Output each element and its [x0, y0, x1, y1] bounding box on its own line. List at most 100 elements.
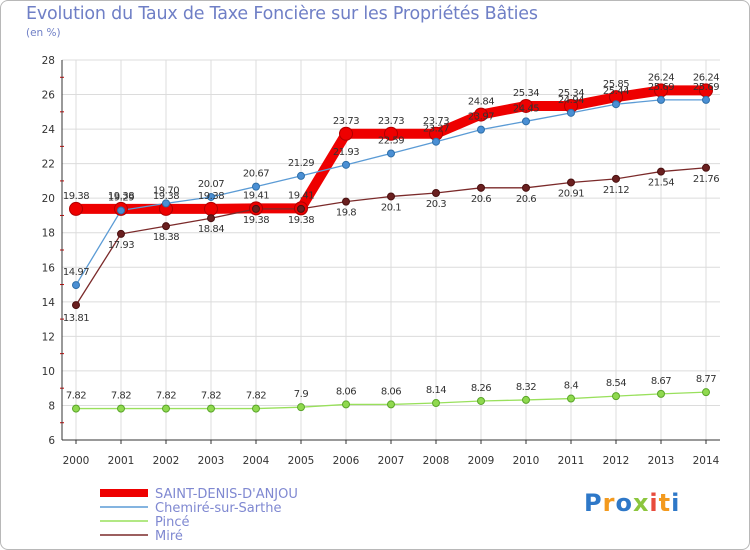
data-label: 21.93 — [333, 147, 359, 158]
x-tick-label: 2013 — [648, 455, 675, 467]
data-label: 23.27 — [423, 124, 449, 135]
y-tick-label: 24 — [42, 124, 56, 136]
data-label: 7.9 — [294, 389, 309, 400]
data-point — [657, 95, 665, 104]
y-tick-label: 28 — [42, 55, 55, 67]
y-tick-label: 10 — [42, 366, 55, 378]
data-label: 20.6 — [471, 194, 491, 205]
data-point — [387, 400, 395, 409]
x-tick-label: 2010 — [513, 455, 540, 467]
data-label: 25.34 — [558, 88, 584, 99]
x-tick-label: 2003 — [198, 455, 225, 467]
data-point — [477, 396, 485, 405]
data-point — [252, 404, 260, 413]
data-point — [387, 149, 395, 158]
y-tick-label: 14 — [42, 297, 56, 309]
data-label: 7.82 — [201, 391, 221, 402]
data-label: 8.06 — [381, 386, 401, 397]
data-point — [387, 192, 395, 201]
data-point — [204, 201, 218, 216]
data-point — [519, 98, 533, 113]
data-label: 20.1 — [381, 202, 401, 213]
y-tick-label: 20 — [42, 193, 55, 205]
data-label: 19.38 — [108, 191, 134, 202]
data-point — [702, 388, 710, 397]
data-label: 19.41 — [288, 190, 314, 201]
data-point — [612, 392, 620, 401]
data-label: 26.24 — [693, 72, 719, 83]
data-label: 20.07 — [198, 179, 224, 190]
x-tick-label: 2000 — [63, 455, 90, 467]
chart-title: Evolution du Taux de Taxe Foncière sur l… — [26, 4, 538, 24]
data-label: 19.38 — [153, 191, 179, 202]
x-tick-label: 2002 — [153, 455, 180, 467]
data-point — [432, 399, 440, 408]
data-point — [69, 201, 83, 216]
data-point — [117, 206, 125, 215]
data-point — [522, 183, 530, 192]
data-point — [207, 192, 215, 201]
y-axis-unit-label: (en %) — [26, 27, 61, 39]
data-point — [252, 204, 260, 213]
data-label: 21.54 — [648, 178, 674, 189]
data-point — [207, 404, 215, 413]
data-label: 21.29 — [288, 158, 314, 169]
data-point — [342, 400, 350, 409]
x-tick-label: 2004 — [243, 455, 270, 467]
logo-letter: i — [649, 489, 659, 517]
data-label: 23.73 — [333, 116, 359, 127]
x-tick-label: 2007 — [378, 455, 405, 467]
data-label: 8.77 — [696, 374, 716, 385]
data-label: 7.82 — [246, 391, 266, 402]
data-label: 18.84 — [198, 224, 224, 235]
data-point — [72, 404, 80, 413]
data-label: 25.69 — [648, 82, 674, 93]
data-label: 19.38 — [243, 215, 269, 226]
data-point — [522, 117, 530, 126]
data-label: 18.38 — [153, 232, 179, 243]
data-point — [567, 178, 575, 187]
logo-letter: i — [671, 489, 681, 517]
data-label: 24.94 — [558, 95, 584, 106]
y-tick-label: 26 — [42, 90, 56, 102]
data-label: 20.67 — [243, 169, 269, 180]
data-label: 25.34 — [513, 88, 539, 99]
y-tick-label: 18 — [42, 228, 55, 240]
x-tick-label: 2005 — [288, 455, 315, 467]
data-label: 17.93 — [108, 240, 134, 251]
data-label: 7.82 — [111, 391, 131, 402]
logo-letter: P — [584, 489, 603, 517]
data-point — [297, 171, 305, 180]
data-point — [207, 214, 215, 223]
proxiti-logo[interactable]: Proxiti — [584, 489, 680, 517]
data-label: 19.38 — [63, 191, 89, 202]
data-point — [432, 189, 440, 197]
data-label: 19.41 — [243, 190, 269, 201]
data-label: 13.81 — [63, 313, 89, 324]
data-label: 20.91 — [558, 188, 584, 199]
data-label: 7.82 — [156, 391, 176, 402]
logo-letter: o — [615, 489, 633, 517]
data-label: 19.8 — [336, 208, 356, 219]
data-point — [477, 125, 485, 134]
data-label: 19.70 — [153, 185, 179, 196]
data-label: 8.67 — [651, 376, 671, 387]
data-point — [117, 404, 125, 413]
data-label: 25.44 — [603, 86, 629, 97]
data-label: 14.97 — [63, 267, 89, 278]
data-point — [702, 163, 710, 172]
data-point — [342, 197, 350, 206]
data-label: 8.26 — [471, 383, 491, 394]
data-point — [384, 126, 398, 141]
data-point — [297, 403, 305, 412]
data-label: 23.97 — [468, 112, 494, 123]
data-label: 22.59 — [378, 135, 404, 146]
data-label: 24.45 — [513, 103, 539, 114]
y-tick-label: 12 — [42, 331, 55, 343]
data-label: 26.24 — [648, 72, 674, 83]
data-point — [162, 222, 170, 231]
x-tick-label: 2012 — [603, 455, 630, 467]
data-label: 25.69 — [693, 82, 719, 93]
data-point — [72, 301, 80, 310]
